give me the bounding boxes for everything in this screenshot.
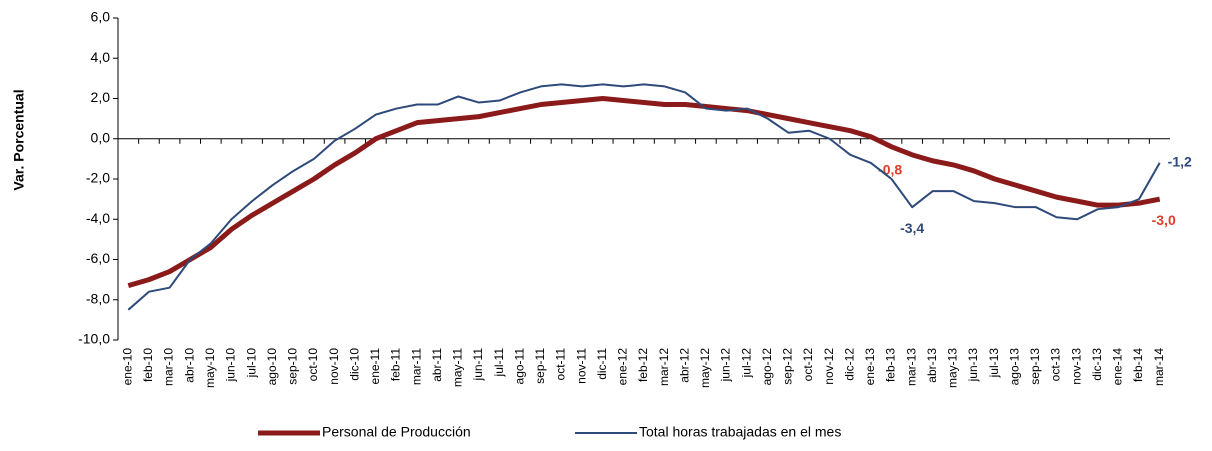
legend-label: Total horas trabajadas en el mes xyxy=(639,424,841,440)
y-tick-label: -4,0 xyxy=(86,210,110,226)
data-label: -0,8 xyxy=(878,162,902,178)
x-tick-label: abr-11 xyxy=(430,348,444,382)
y-tick-label: -6,0 xyxy=(86,250,110,266)
x-tick-label: abr-10 xyxy=(182,348,196,383)
x-tick-label: oct-11 xyxy=(554,348,568,381)
x-tick-label: ago-13 xyxy=(1007,348,1021,386)
y-tick-label: 0,0 xyxy=(91,129,111,145)
x-tick-label: dic-12 xyxy=(842,348,856,381)
x-tick-label: oct-12 xyxy=(801,348,815,382)
x-tick-label: abr-13 xyxy=(925,348,939,383)
x-tick-label: oct-10 xyxy=(306,348,320,382)
x-tick-label: jul-12 xyxy=(739,348,753,379)
x-tick-label: nov-10 xyxy=(327,348,341,385)
x-tick-label: may-10 xyxy=(203,348,217,388)
x-tick-label: mar-14 xyxy=(1152,348,1166,386)
x-tick-label: nov-11 xyxy=(574,348,588,384)
x-tick-label: mar-13 xyxy=(904,348,918,386)
x-tick-label: mar-11 xyxy=(409,348,423,385)
legend-label: Personal de Producción xyxy=(322,424,471,440)
y-tick-label: -10,0 xyxy=(78,331,110,347)
x-tick-label: feb-13 xyxy=(884,348,898,382)
y-tick-label: -2,0 xyxy=(86,170,110,186)
x-tick-label: sep-12 xyxy=(781,348,795,385)
x-tick-label: feb-12 xyxy=(636,348,650,382)
x-tick-label: ene-11 xyxy=(368,348,382,385)
x-tick-label: sep-13 xyxy=(1028,348,1042,385)
x-tick-label: oct-13 xyxy=(1049,348,1063,382)
x-tick-label: dic-10 xyxy=(347,348,361,381)
x-tick-label: jun-13 xyxy=(966,348,980,383)
x-tick-label: ene-10 xyxy=(120,348,134,386)
x-tick-label: nov-12 xyxy=(822,348,836,385)
x-tick-label: may-11 xyxy=(451,348,465,387)
series-line xyxy=(127,96,1161,289)
x-tick-label: jul-11 xyxy=(492,348,506,378)
y-tick-label: 6,0 xyxy=(91,9,111,25)
series-line xyxy=(127,83,1161,311)
x-tick-label: abr-12 xyxy=(677,348,691,383)
x-tick-label: feb-10 xyxy=(141,348,155,382)
data-label: -1,2 xyxy=(1168,154,1192,170)
x-tick-label: dic-13 xyxy=(1090,348,1104,381)
x-tick-label: ene-14 xyxy=(1111,348,1125,386)
x-tick-label: sep-10 xyxy=(286,348,300,385)
x-tick-label: ago-11 xyxy=(512,348,526,385)
x-tick-label: mar-12 xyxy=(657,348,671,386)
x-tick-label: may-13 xyxy=(946,348,960,388)
y-axis-title: Var. Porcentual xyxy=(11,89,27,190)
y-tick-label: -8,0 xyxy=(86,290,110,306)
data-label: -3,0 xyxy=(1152,212,1176,228)
x-tick-label: nov-13 xyxy=(1069,348,1083,385)
x-tick-label: feb-11 xyxy=(389,348,403,381)
x-tick-label: jul-13 xyxy=(987,348,1001,379)
x-tick-label: ago-12 xyxy=(760,348,774,386)
x-tick-label: jun-11 xyxy=(471,348,485,382)
data-label: -3,4 xyxy=(900,220,924,236)
x-tick-label: jun-12 xyxy=(719,348,733,383)
x-tick-label: ago-10 xyxy=(265,348,279,386)
x-tick-label: dic-11 xyxy=(595,348,609,380)
y-tick-label: 4,0 xyxy=(91,49,111,65)
y-tick-label: 2,0 xyxy=(91,89,111,105)
x-tick-label: jun-10 xyxy=(224,348,238,383)
x-tick-label: feb-14 xyxy=(1131,348,1145,382)
x-tick-label: mar-10 xyxy=(162,348,176,386)
x-tick-label: may-12 xyxy=(698,348,712,388)
x-tick-label: sep-11 xyxy=(533,348,547,384)
x-tick-label: ene-12 xyxy=(616,348,630,386)
x-tick-label: ene-13 xyxy=(863,348,877,386)
x-tick-label: jul-10 xyxy=(244,348,258,379)
